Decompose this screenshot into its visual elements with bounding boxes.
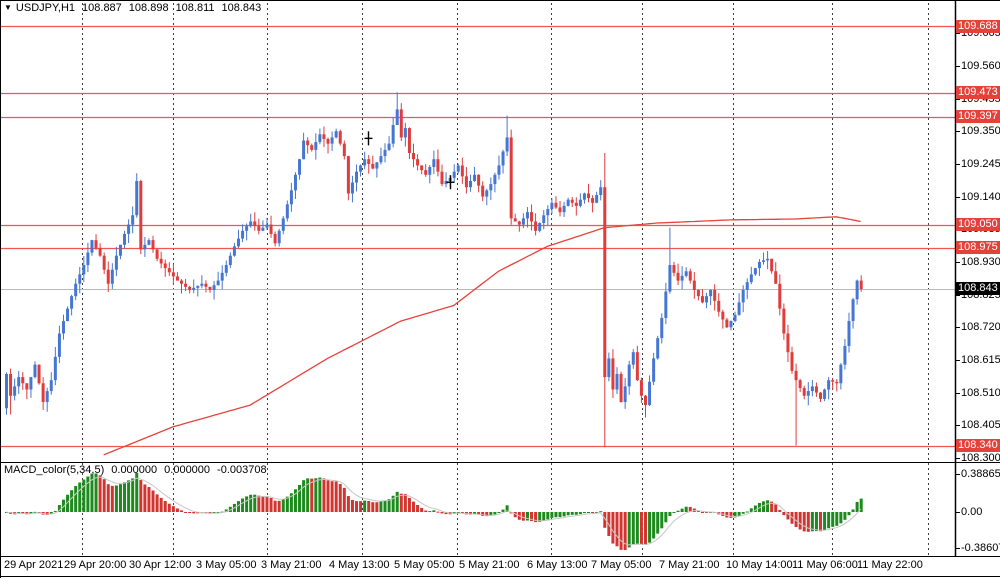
price-level-badge: 109.473 [956, 86, 1000, 100]
macd-value-2: 0.000000 [164, 464, 211, 476]
candles-layer [5, 92, 863, 448]
price-axis-label: 108.510 [961, 386, 1000, 399]
ohlc-low: 108.811 [175, 2, 215, 14]
price-level-badge: 109.688 [956, 19, 1000, 33]
macd-name: MACD_color(5,34,5) [4, 464, 105, 476]
ohlc-close: 108.843 [221, 2, 262, 14]
time-axis-label: 4 May 13:00 [329, 559, 390, 571]
time-axis-label: 5 May 05:00 [394, 559, 455, 571]
time-axis-label: 29 Apr 2021 [4, 559, 64, 571]
moving-average-line [103, 216, 861, 456]
price-level-badge: 109.397 [956, 110, 1000, 124]
time-axis-label: 10 May 14:00 [726, 559, 793, 571]
gridlines-layer [82, 3, 929, 556]
time-axis-label: 30 Apr 12:00 [129, 559, 192, 571]
price-axis-label: 109.560 [961, 59, 1000, 72]
ohlc-open: 108.887 [82, 2, 122, 14]
time-axis-label: 3 May 05:00 [196, 559, 257, 571]
price-axis-label: 108.930 [961, 255, 1000, 268]
time-axis-label: 3 May 21:00 [261, 559, 322, 571]
price-axis-label: 108.300 [961, 452, 1000, 464]
macd-axis-label: -0.386078 [961, 542, 1000, 554]
price-level-badge: 108.340 [956, 439, 1000, 453]
symbol-period-label: USDJPY,H1 [15, 2, 76, 14]
macd-value-3: -0.003708 [217, 464, 267, 476]
current-price-badge: 108.843 [956, 282, 1000, 296]
time-axis-label: 11 May 22:00 [857, 559, 923, 571]
level-lines-layer [1, 25, 955, 448]
price-axis-label: 108.615 [961, 353, 1000, 366]
chart-title: ▼ USDJPY,H1 108.887 108.898 108.811 108.843 [4, 2, 268, 14]
macd-signal-line [5, 476, 862, 546]
macd-indicator-label: MACD_color(5,34,5) 0.000000 0.000000 -0.003… [4, 464, 274, 476]
macd-axis-label: 0.00 [961, 506, 983, 518]
price-axis-label: 109.350 [961, 125, 1000, 138]
price-level-badge: 109.050 [956, 218, 1000, 232]
price-axis-label: 109.140 [961, 190, 1000, 203]
macd-value-1: 0.000000 [111, 464, 158, 476]
macd-axis-label: 0.388655 [961, 468, 1000, 480]
time-axis-label: 5 May 21:00 [459, 559, 520, 571]
ohlc-high: 108.898 [128, 2, 169, 14]
time-axis-label: 11 May 06:00 [792, 559, 858, 571]
price-axis-label: 109.245 [961, 157, 1000, 170]
time-axis-label: 7 May 05:00 [591, 559, 652, 571]
time-axis-label: 7 May 21:00 [659, 559, 720, 571]
price-axis-label: 108.720 [961, 321, 1000, 334]
price-level-badge: 108.975 [956, 241, 1000, 255]
marker-crosses [364, 131, 455, 190]
time-axis-label: 6 May 13:00 [527, 559, 588, 571]
time-axis-label: 29 Apr 20:00 [64, 559, 127, 571]
symbol-dropdown-icon[interactable]: ▼ [4, 3, 12, 12]
macd-histogram [5, 473, 863, 550]
price-axis-label: 108.405 [961, 419, 1000, 432]
